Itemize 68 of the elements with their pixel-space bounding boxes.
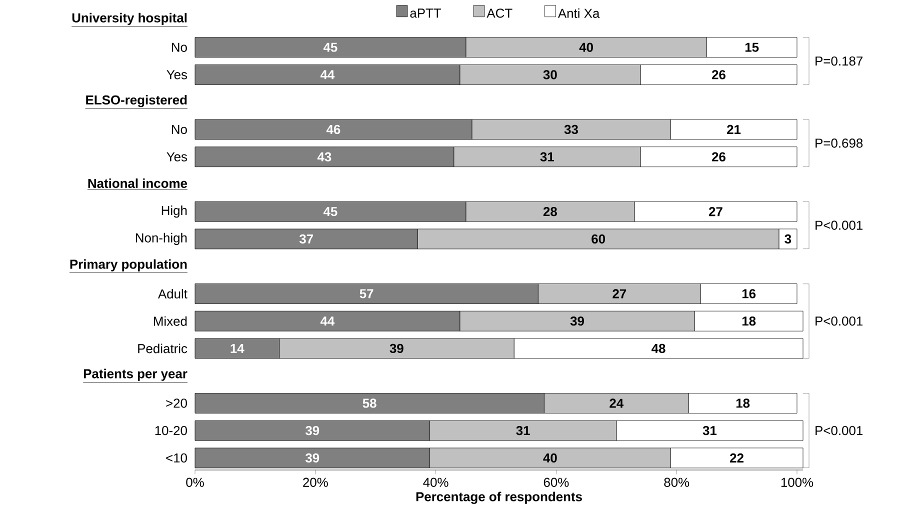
text: P<0.001 <box>816 316 863 326</box>
data-label: 26 <box>712 152 726 162</box>
data-label: 30 <box>543 70 557 80</box>
y-tick-label: High <box>162 206 187 218</box>
y-tick-label: Yes <box>166 70 188 80</box>
y-tick-label: Primary population <box>70 259 187 272</box>
text: P=0.187 <box>816 56 862 66</box>
data-label: 24 <box>610 398 624 408</box>
data-label: 27 <box>612 289 626 298</box>
data-label: 33 <box>564 124 578 134</box>
data-label: 45 <box>323 42 338 52</box>
data-label: 18 <box>736 398 750 408</box>
data-label: 48 <box>652 344 666 354</box>
text: P=0.698 <box>816 138 863 148</box>
y-tick-label: Yes <box>166 152 188 162</box>
x-tick-label: 80% <box>664 478 690 487</box>
data-label: 18 <box>742 316 756 326</box>
data-label: 39 <box>305 453 320 463</box>
y-tick-label: Patients per year <box>84 368 188 381</box>
y-tick-label: ELSO-registered <box>86 95 187 108</box>
data-label: 3 <box>784 234 792 244</box>
y-tick-label: 10-20 <box>155 426 187 436</box>
y-tick-label: Pediatric <box>138 344 188 354</box>
text: P<0.001 <box>816 220 863 230</box>
x-axis-title: Percentage of respondents <box>416 492 582 504</box>
legend-label: Anti Xa <box>558 8 600 18</box>
legend-label: ACT <box>486 8 512 18</box>
data-label: 21 <box>727 124 741 134</box>
data-label: 37 <box>299 234 314 244</box>
x-tick-label: 60% <box>544 478 569 487</box>
legend-label: aPTT <box>410 8 442 18</box>
data-label: 45 <box>323 207 338 216</box>
data-label: 44 <box>320 70 335 80</box>
data-label: 40 <box>543 453 557 463</box>
y-tick-label: Non-high <box>136 232 187 245</box>
data-label: 39 <box>570 316 584 326</box>
y-tick-label: University hospital <box>72 12 187 26</box>
data-label: 39 <box>305 426 320 436</box>
data-label: 31 <box>702 426 717 436</box>
data-label: 39 <box>390 344 404 354</box>
data-label: 16 <box>742 289 756 298</box>
data-label: 31 <box>540 152 554 162</box>
data-label: 60 <box>592 234 606 244</box>
y-tick-label: Adult <box>158 288 188 298</box>
y-tick-label: National income <box>88 178 188 188</box>
y-tick-label: <10 <box>166 453 187 463</box>
y-tick-label: >20 <box>166 398 187 408</box>
x-tick-label: 0% <box>186 478 204 487</box>
data-label: 46 <box>326 124 340 134</box>
data-label: 31 <box>516 426 530 436</box>
data-label: 27 <box>708 207 722 216</box>
data-label: 44 <box>320 316 335 326</box>
y-tick-label: No <box>172 124 187 134</box>
y-tick-label: Mixed <box>154 316 187 326</box>
data-label: 22 <box>730 453 744 462</box>
data-label: 57 <box>360 289 374 298</box>
data-label: 43 <box>317 152 332 162</box>
data-label: 40 <box>579 42 593 52</box>
data-label: 58 <box>362 398 376 408</box>
x-tick-label: 20% <box>303 478 328 487</box>
text: P<0.001 <box>816 426 863 436</box>
data-label: 28 <box>543 206 557 216</box>
y-tick-label: No <box>172 42 187 52</box>
x-tick-label: 100% <box>781 478 814 487</box>
data-label: 26 <box>712 70 726 80</box>
data-label: 14 <box>230 344 244 353</box>
x-tick-label: 40% <box>423 478 448 487</box>
data-label: 15 <box>745 42 759 52</box>
